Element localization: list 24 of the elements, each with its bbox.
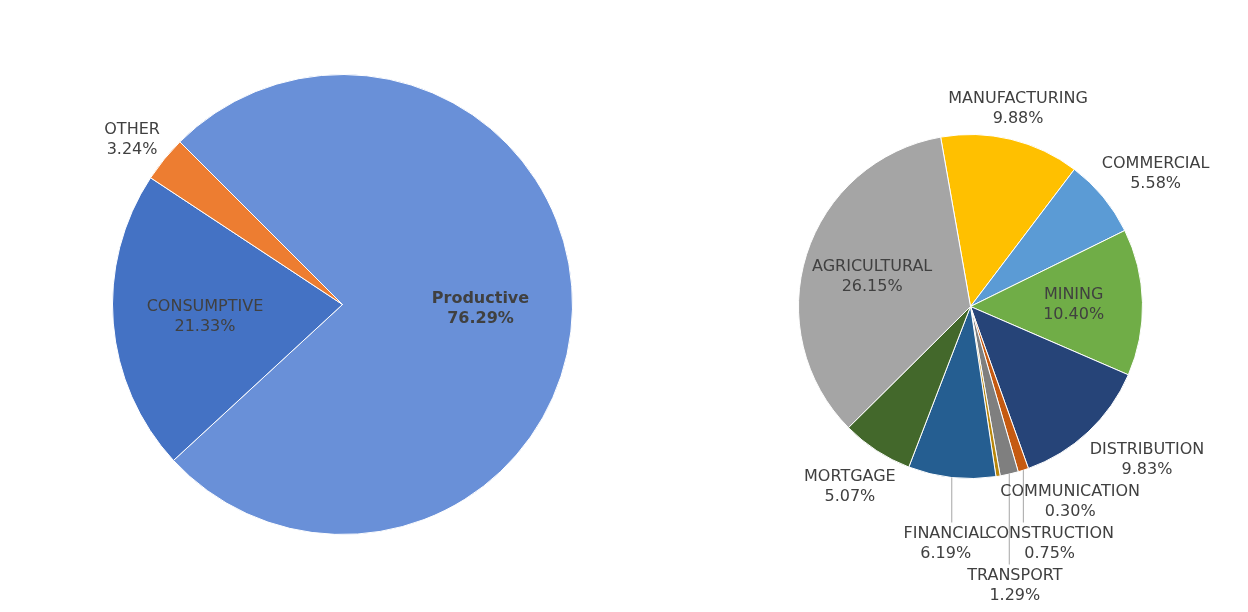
slice-label: COMMERCIAL	[1101, 152, 1210, 172]
data-label: 1.29%	[989, 585, 1041, 604]
slice-label: DISTRIBUTION	[1089, 439, 1205, 458]
slice-label: MORTGAGE	[804, 465, 896, 485]
slice-label: MANUFACTURING	[948, 88, 1088, 108]
data-label: 26.15%	[841, 275, 903, 295]
slice-label: OTHER	[104, 118, 160, 138]
data-label: 9.88%	[992, 108, 1044, 128]
data-label: 6.19%	[920, 543, 972, 562]
slice-label: COMMUNICATION	[1000, 481, 1141, 500]
slice-label: MINING	[1043, 284, 1104, 304]
data-label: 5.58%	[1130, 172, 1182, 192]
data-label: 21.33%	[174, 316, 236, 336]
slice-label: CONSUMPTIVE	[146, 296, 264, 316]
data-label: 3.24%	[106, 138, 158, 158]
data-label: 0.30%	[1044, 501, 1096, 520]
data-label: 5.07%	[824, 485, 876, 505]
data-label: 0.75%	[1024, 543, 1076, 562]
slice-label: TRANSPORT	[966, 565, 1063, 584]
data-label: 10.40%	[1043, 304, 1105, 324]
data-label: 76.29%	[447, 307, 514, 327]
data-label: 9.83%	[1121, 459, 1173, 478]
slice-label: Productive	[431, 287, 530, 307]
slice-label: AGRICULTURAL	[811, 255, 933, 275]
